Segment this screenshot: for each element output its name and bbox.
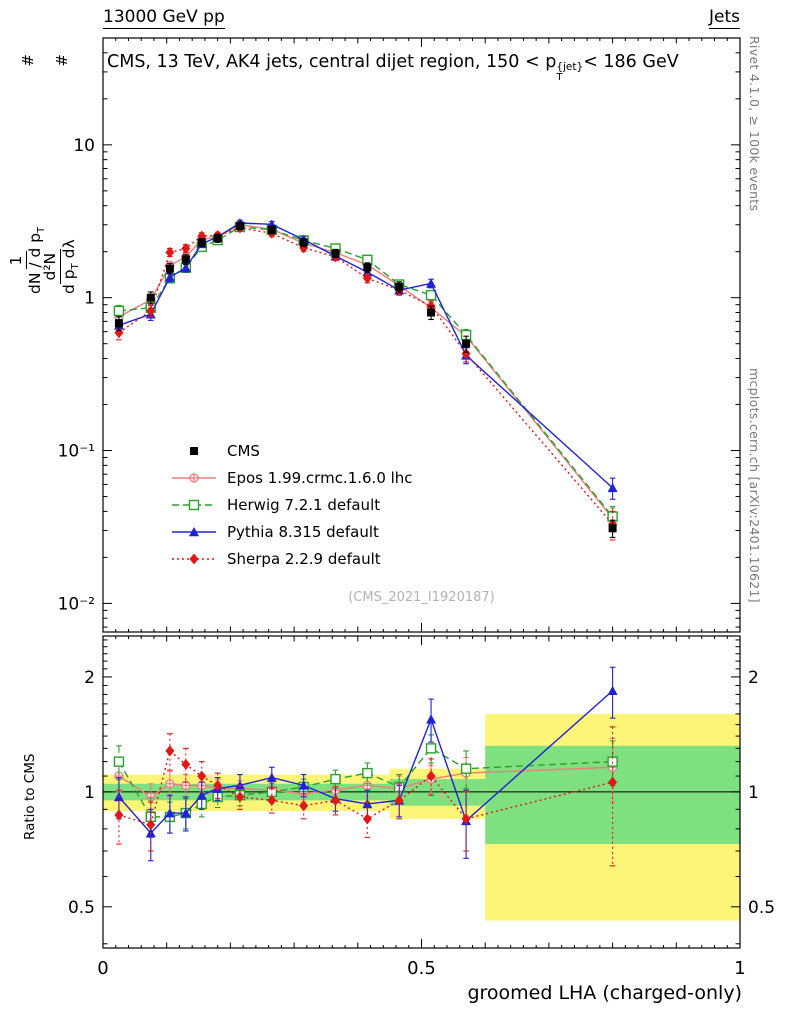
legend-marker-pythia [172, 526, 216, 536]
legend-label-pythia: Pythia 8.315 default [227, 522, 379, 541]
title-post: < 186 GeV [583, 52, 679, 72]
pt-jet-supsub: {jet} T [556, 61, 584, 83]
main-panel-axes: 10 1 10⁻¹ 10⁻² [58, 37, 741, 633]
plot-title: CMS, 13 TeV, AK4 jets, central dijet reg… [107, 52, 679, 82]
legend-marker-sherpa [172, 553, 216, 564]
svg-text:10⁻¹: 10⁻¹ [58, 442, 95, 462]
svg-text:0.5: 0.5 [748, 898, 775, 918]
mcplots-arxiv-note: mcplots.cern.ch [arXiv:2401.10621] [747, 368, 762, 603]
legend-marker-cms [190, 446, 198, 455]
fraction1-numerator: 1 [7, 251, 27, 270]
legend-marker-herwig [172, 499, 216, 510]
legend-label-cms: CMS [227, 441, 260, 460]
beam-energy-label: 13000 GeV pp [103, 7, 225, 29]
rivet-version-note: Rivet 4.1.0, ≥ 100k events [747, 36, 762, 212]
legend-item-epos: Epos 1.99.crmc.1.6.0 lhc [170, 464, 413, 491]
svg-text:1: 1 [734, 958, 745, 979]
fraction2-den-text: d p [59, 269, 78, 294]
fraction2-denominator: d pT dλ [59, 237, 82, 296]
legend-item-pythia: Pythia 8.315 default [170, 518, 413, 545]
svg-text:1: 1 [84, 783, 95, 803]
process-label: Jets [709, 7, 740, 29]
legend-item-cms: CMS [170, 437, 413, 464]
title-pre: CMS, 13 TeV, AK4 jets, central dijet reg… [107, 52, 557, 72]
main-series-cms [114, 221, 617, 539]
x-axis-label: groomed LHA (charged-only) [467, 982, 742, 1004]
legend-marker-epos [172, 472, 216, 483]
svg-text:1: 1 [748, 783, 759, 803]
fraction2-den-tail: dλ [59, 239, 78, 259]
hash-symbol-2: # [52, 54, 71, 67]
ratio-y-axis-label: Ratio to CMS [22, 753, 38, 840]
legend-label-epos: Epos 1.99.crmc.1.6.0 lhc [227, 468, 413, 487]
main-y-axis-label-inner: d²N d pT dλ # [41, 54, 82, 296]
ylabel-fraction-2: d²N d pT dλ [41, 237, 82, 296]
legend-label-sherpa: Sherpa 2.2.9 default [227, 549, 381, 568]
legend-item-sherpa: Sherpa 2.2.9 default [170, 545, 413, 572]
legend-label-herwig: Herwig 7.2.1 default [227, 495, 381, 514]
analysis-id-watermark: (CMS_2021_I1920187) [348, 590, 495, 605]
title-subscript: T [556, 71, 563, 83]
svg-text:10: 10 [73, 136, 95, 156]
x-axis-tick-labels: 0 0.5 1 [97, 958, 745, 979]
hash-symbol-1: # [18, 54, 37, 67]
svg-text:1: 1 [84, 289, 95, 309]
svg-text:0: 0 [97, 958, 108, 979]
ratio-uncertainty-bands [103, 713, 740, 921]
svg-text:0.5: 0.5 [407, 958, 436, 979]
svg-text:2: 2 [748, 668, 759, 688]
ratio-series-sherpa [114, 726, 618, 867]
ratio-panel-axes: 2 2 1 1 0.5 0.5 [68, 635, 775, 949]
svg-text:0.5: 0.5 [68, 898, 95, 918]
fraction2-numerator: d²N [41, 248, 61, 285]
legend: CMS Epos 1.99.crmc.1.6.0 lhc Herwig 7.2.1 … [170, 437, 413, 572]
svg-text:2: 2 [84, 668, 95, 688]
legend-item-herwig: Herwig 7.2.1 default [170, 491, 413, 518]
fraction2-den-sub: T [69, 263, 81, 270]
svg-text:10⁻²: 10⁻² [58, 594, 95, 614]
title-superscript: {jet} [556, 61, 584, 73]
